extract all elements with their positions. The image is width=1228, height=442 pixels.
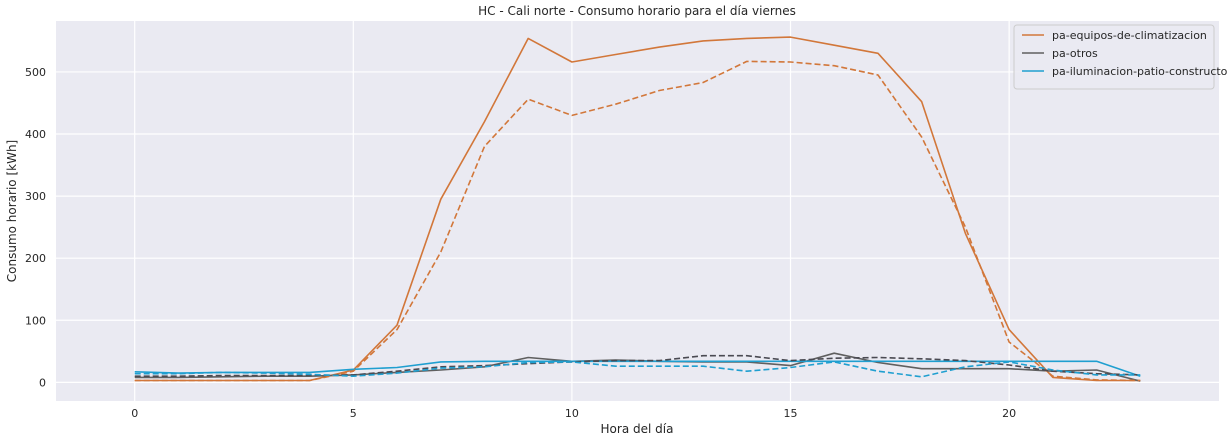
- y-tick-label: 500: [25, 66, 46, 79]
- legend-box: [1013, 24, 1215, 90]
- x-axis-label: Hora del día: [601, 422, 674, 436]
- y-tick-label: 200: [25, 252, 46, 265]
- legend-entry: pa-otros: [1052, 47, 1098, 60]
- y-ticks: 0 100 200 300 400 500: [25, 66, 46, 389]
- x-tick-label: 15: [784, 407, 798, 420]
- y-tick-label: 400: [25, 128, 46, 141]
- series-line-6-dashed: [134, 361, 1141, 378]
- y-tick-label: 0: [39, 376, 46, 389]
- x-tick-label: 20: [1002, 407, 1016, 420]
- series-line-4-dashed: [134, 60, 1141, 382]
- legend-entry: pa-iluminacion-patio-constructor: [1052, 65, 1228, 78]
- y-tick-label: 100: [25, 314, 46, 327]
- legend-entry: pa-equipos-de-climatizacion: [1052, 29, 1207, 42]
- series-line-5-dashed: [134, 354, 1141, 378]
- series-lines: [134, 36, 1141, 382]
- x-tick-label: 5: [350, 407, 357, 420]
- x-tick-label: 0: [131, 407, 138, 420]
- y-tick-label: 300: [25, 190, 46, 203]
- legend: pa-equipos-de-climatizacion pa-otros pa-il…: [1013, 24, 1228, 90]
- chart-title: HC - Cali norte - Consumo horario para e…: [478, 4, 796, 18]
- x-tick-label: 10: [565, 407, 579, 420]
- y-axis-label: Consumo horario [kWh]: [5, 140, 19, 282]
- x-ticks: 0 5 10 15 20: [131, 407, 1016, 420]
